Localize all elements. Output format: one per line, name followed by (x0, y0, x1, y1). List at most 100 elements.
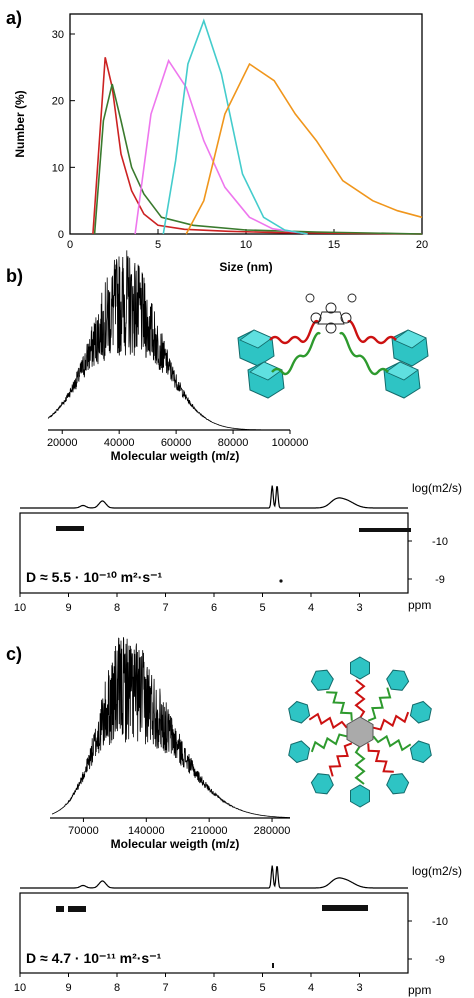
red-linker-icon (373, 711, 410, 731)
y-tick-label: 10 (52, 162, 64, 174)
x-tick-label: 60000 (161, 437, 192, 449)
green-linker-icon (271, 331, 321, 376)
axis-ticks: 70000 140000 210000 280000 (68, 818, 290, 837)
x-tick-label: 7 (162, 602, 168, 614)
x-tick-label: 5 (259, 602, 265, 614)
x-tick-label: 20000 (47, 437, 78, 449)
central-core-icon (305, 293, 357, 334)
cluster-left-top-icon (237, 329, 275, 367)
y-tick-label: 30 (52, 29, 64, 41)
x-tick-label: 20 (416, 239, 428, 251)
plot-frame (69, 13, 423, 235)
size-distribution-chart: 0 5 10 15 20 0 10 20 30 Size (nm) Number (%) (13, 13, 428, 274)
x-tick-label: 10 (14, 982, 26, 994)
diffusion-coefficient-label: D ≈ 5.5 · 10⁻¹⁰ m²·s⁻¹ (26, 569, 163, 585)
y-tick-label: -9 (435, 574, 445, 586)
x-tick-label: 40000 (104, 437, 135, 449)
y-axis-label: Number (%) (13, 90, 27, 157)
diffusion-signal (56, 906, 64, 912)
cluster-left-bottom-icon (247, 361, 285, 399)
cluster-icon (310, 773, 334, 795)
green-linker-icon (339, 331, 389, 376)
series-lines (92, 18, 423, 235)
diffusion-signal (322, 905, 368, 911)
cluster-right-top-icon (391, 329, 429, 367)
cluster-icon (350, 656, 370, 680)
green-linker-icon (354, 745, 366, 785)
green-linker-icon (372, 734, 412, 752)
x-tick-label: 10 (14, 602, 26, 614)
cluster-icon (409, 700, 432, 724)
axis-ticks: 0 5 10 15 20 0 10 20 30 (52, 29, 428, 251)
x-tick-label: 70000 (68, 825, 99, 837)
cluster-icon (288, 700, 311, 724)
diffusion-coefficient-label: D ≈ 4.7 · 10⁻¹¹ m²·s⁻¹ (26, 950, 162, 966)
x-tick-label: 15 (328, 239, 340, 251)
spectrum-trace (52, 637, 290, 818)
x-tick-label: 100000 (272, 437, 309, 449)
x-tick-label: 0 (67, 239, 73, 251)
x-tick-label: 8 (114, 982, 120, 994)
cluster-icon (288, 740, 311, 764)
green-linker-icon (310, 733, 347, 753)
diffusion-signal (56, 526, 84, 531)
x-axis-label: Molecular weigth (m/z) (111, 837, 240, 851)
mass-spectrum-c: 70000 140000 210000 280000 Molecular weigth… (50, 637, 290, 851)
cluster-icon (350, 784, 370, 808)
x-axis-label: ppm (408, 983, 431, 997)
dosy-spectrum-b: 10 9 8 7 6 5 4 3 -10 -9 log(m2/s) ppm D ≈ 5.5 · 1… (14, 481, 462, 614)
y-tick-label: -10 (432, 536, 448, 548)
cluster-icon (310, 669, 334, 691)
x-tick-label: 3 (356, 602, 362, 614)
axis-ticks: 10 9 8 7 6 5 4 3 -10 -9 (14, 536, 448, 614)
diffusion-signal (359, 528, 411, 532)
dimer-structure-illustration (237, 293, 429, 399)
x-tick-label: 210000 (191, 825, 228, 837)
series-line-1 (92, 57, 423, 235)
x-tick-label: 10 (240, 239, 252, 251)
y-tick-label: -10 (432, 916, 448, 928)
red-linker-icon (354, 679, 366, 719)
series-line-3 (134, 58, 308, 235)
x-tick-label: 9 (65, 602, 71, 614)
cluster-icon (386, 669, 410, 691)
x-tick-label: 6 (211, 982, 217, 994)
x-tick-label: 5 (155, 239, 161, 251)
x-tick-label: 3 (356, 982, 362, 994)
dosy-spectrum-c: 10 9 8 7 6 5 4 3 -10 -9 log(m2/s) ppm D ≈ 4.7 · 1… (14, 864, 462, 997)
y-tick-label: -9 (435, 954, 445, 966)
x-axis-label: ppm (408, 598, 431, 612)
central-core-icon (346, 716, 374, 748)
cluster-icon (386, 773, 410, 795)
x-tick-label: 8 (114, 602, 120, 614)
x-tick-label: 9 (65, 982, 71, 994)
x-axis-label: Molecular weigth (m/z) (111, 449, 240, 463)
green-linker-icon (326, 691, 353, 721)
panel-label-a: a) (6, 8, 22, 28)
x-tick-label: 80000 (218, 437, 249, 449)
diffusion-signal (279, 579, 283, 583)
panel-label-c: c) (6, 644, 22, 664)
green-linker-icon (367, 687, 392, 722)
star-structure-illustration (288, 656, 432, 808)
x-tick-label: 4 (308, 982, 314, 994)
x-tick-label: 280000 (254, 825, 291, 837)
x-tick-label: 4 (308, 602, 314, 614)
x-tick-label: 140000 (128, 825, 165, 837)
red-linker-icon (269, 319, 319, 345)
1d-proton-trace (20, 485, 408, 509)
cluster-icon (409, 740, 432, 764)
y-tick-label: 20 (52, 96, 64, 108)
axis-ticks: 20000 40000 60000 80000 100000 (47, 430, 308, 449)
diffusion-signal (68, 906, 86, 912)
x-tick-label: 6 (211, 602, 217, 614)
series-line-2 (93, 83, 423, 235)
red-linker-icon (347, 319, 397, 345)
red-linker-icon (308, 712, 348, 730)
panel-label-b: b) (6, 266, 23, 286)
axis-ticks: 10 9 8 7 6 5 4 3 -10 -9 (14, 916, 448, 994)
x-axis-label: Size (nm) (219, 260, 272, 274)
1d-proton-trace (20, 865, 408, 889)
mass-spectrum-b: 20000 40000 60000 80000 100000 Molecular wei… (47, 250, 308, 463)
